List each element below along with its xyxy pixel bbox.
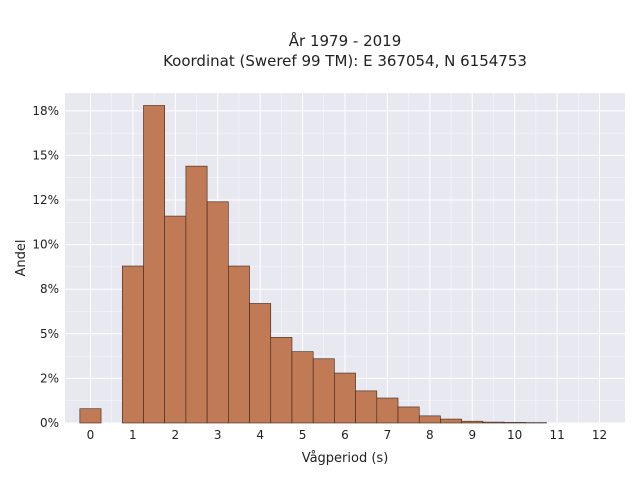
- bar-16: [440, 418, 462, 424]
- x-tick-label-3: 3: [214, 428, 222, 442]
- bar-18: [482, 421, 505, 424]
- bar-11: [334, 372, 356, 424]
- bars: [79, 105, 547, 424]
- x-tick-label-5: 5: [299, 428, 307, 442]
- x-tick-label-1: 1: [129, 428, 137, 442]
- y-tick-label-6: 15%: [32, 148, 59, 162]
- bar-6: [228, 265, 250, 424]
- x-tick-label-11: 11: [549, 428, 564, 442]
- bar-2: [143, 105, 165, 424]
- y-axis-label: Andel: [14, 240, 29, 277]
- y-ticks: 0% 2% 5% 8% 10% 12% 15% 18%: [32, 104, 59, 430]
- y-tick-label-3: 8%: [40, 282, 59, 296]
- chart-subtitle: Koordinat (Sweref 99 TM): E 367054, N 61…: [163, 52, 527, 70]
- y-tick-label-1: 2%: [40, 371, 59, 385]
- bar-1: [121, 265, 144, 424]
- bar-12: [355, 390, 378, 424]
- x-tick-label-0: 0: [87, 428, 95, 442]
- x-axis-label: Vågperiod (s): [302, 451, 389, 466]
- bar-0: [79, 408, 102, 424]
- bar-19: [503, 422, 526, 424]
- y-tick-label-7: 18%: [32, 104, 59, 118]
- x-tick-label-10: 10: [507, 428, 522, 442]
- bar-4: [185, 165, 208, 424]
- y-tick-label-0: 0%: [40, 416, 59, 430]
- y-tick-label-5: 12%: [32, 193, 59, 207]
- x-tick-label-2: 2: [171, 428, 179, 442]
- bar-8: [270, 337, 293, 424]
- x-tick-label-8: 8: [426, 428, 434, 442]
- y-tick-label-2: 5%: [40, 327, 59, 341]
- x-ticks: 0 1 2 3 4 5 6 7 8 9 10 11 12: [87, 428, 608, 442]
- bar-15: [418, 415, 441, 424]
- bar-9: [291, 351, 314, 424]
- x-tick-label-9: 9: [468, 428, 476, 442]
- bar-14: [397, 406, 420, 424]
- bar-5: [206, 201, 229, 424]
- bar-3: [164, 215, 187, 424]
- chart-title: År 1979 - 2019: [289, 31, 402, 50]
- x-tick-label-4: 4: [256, 428, 264, 442]
- x-tick-label-6: 6: [341, 428, 349, 442]
- bar-10: [312, 358, 335, 424]
- y-tick-label-4: 10%: [32, 238, 59, 252]
- x-tick-label-7: 7: [384, 428, 392, 442]
- bar-17: [461, 420, 484, 424]
- bar-13: [376, 397, 399, 424]
- bar-7: [249, 303, 272, 424]
- x-tick-label-12: 12: [592, 428, 607, 442]
